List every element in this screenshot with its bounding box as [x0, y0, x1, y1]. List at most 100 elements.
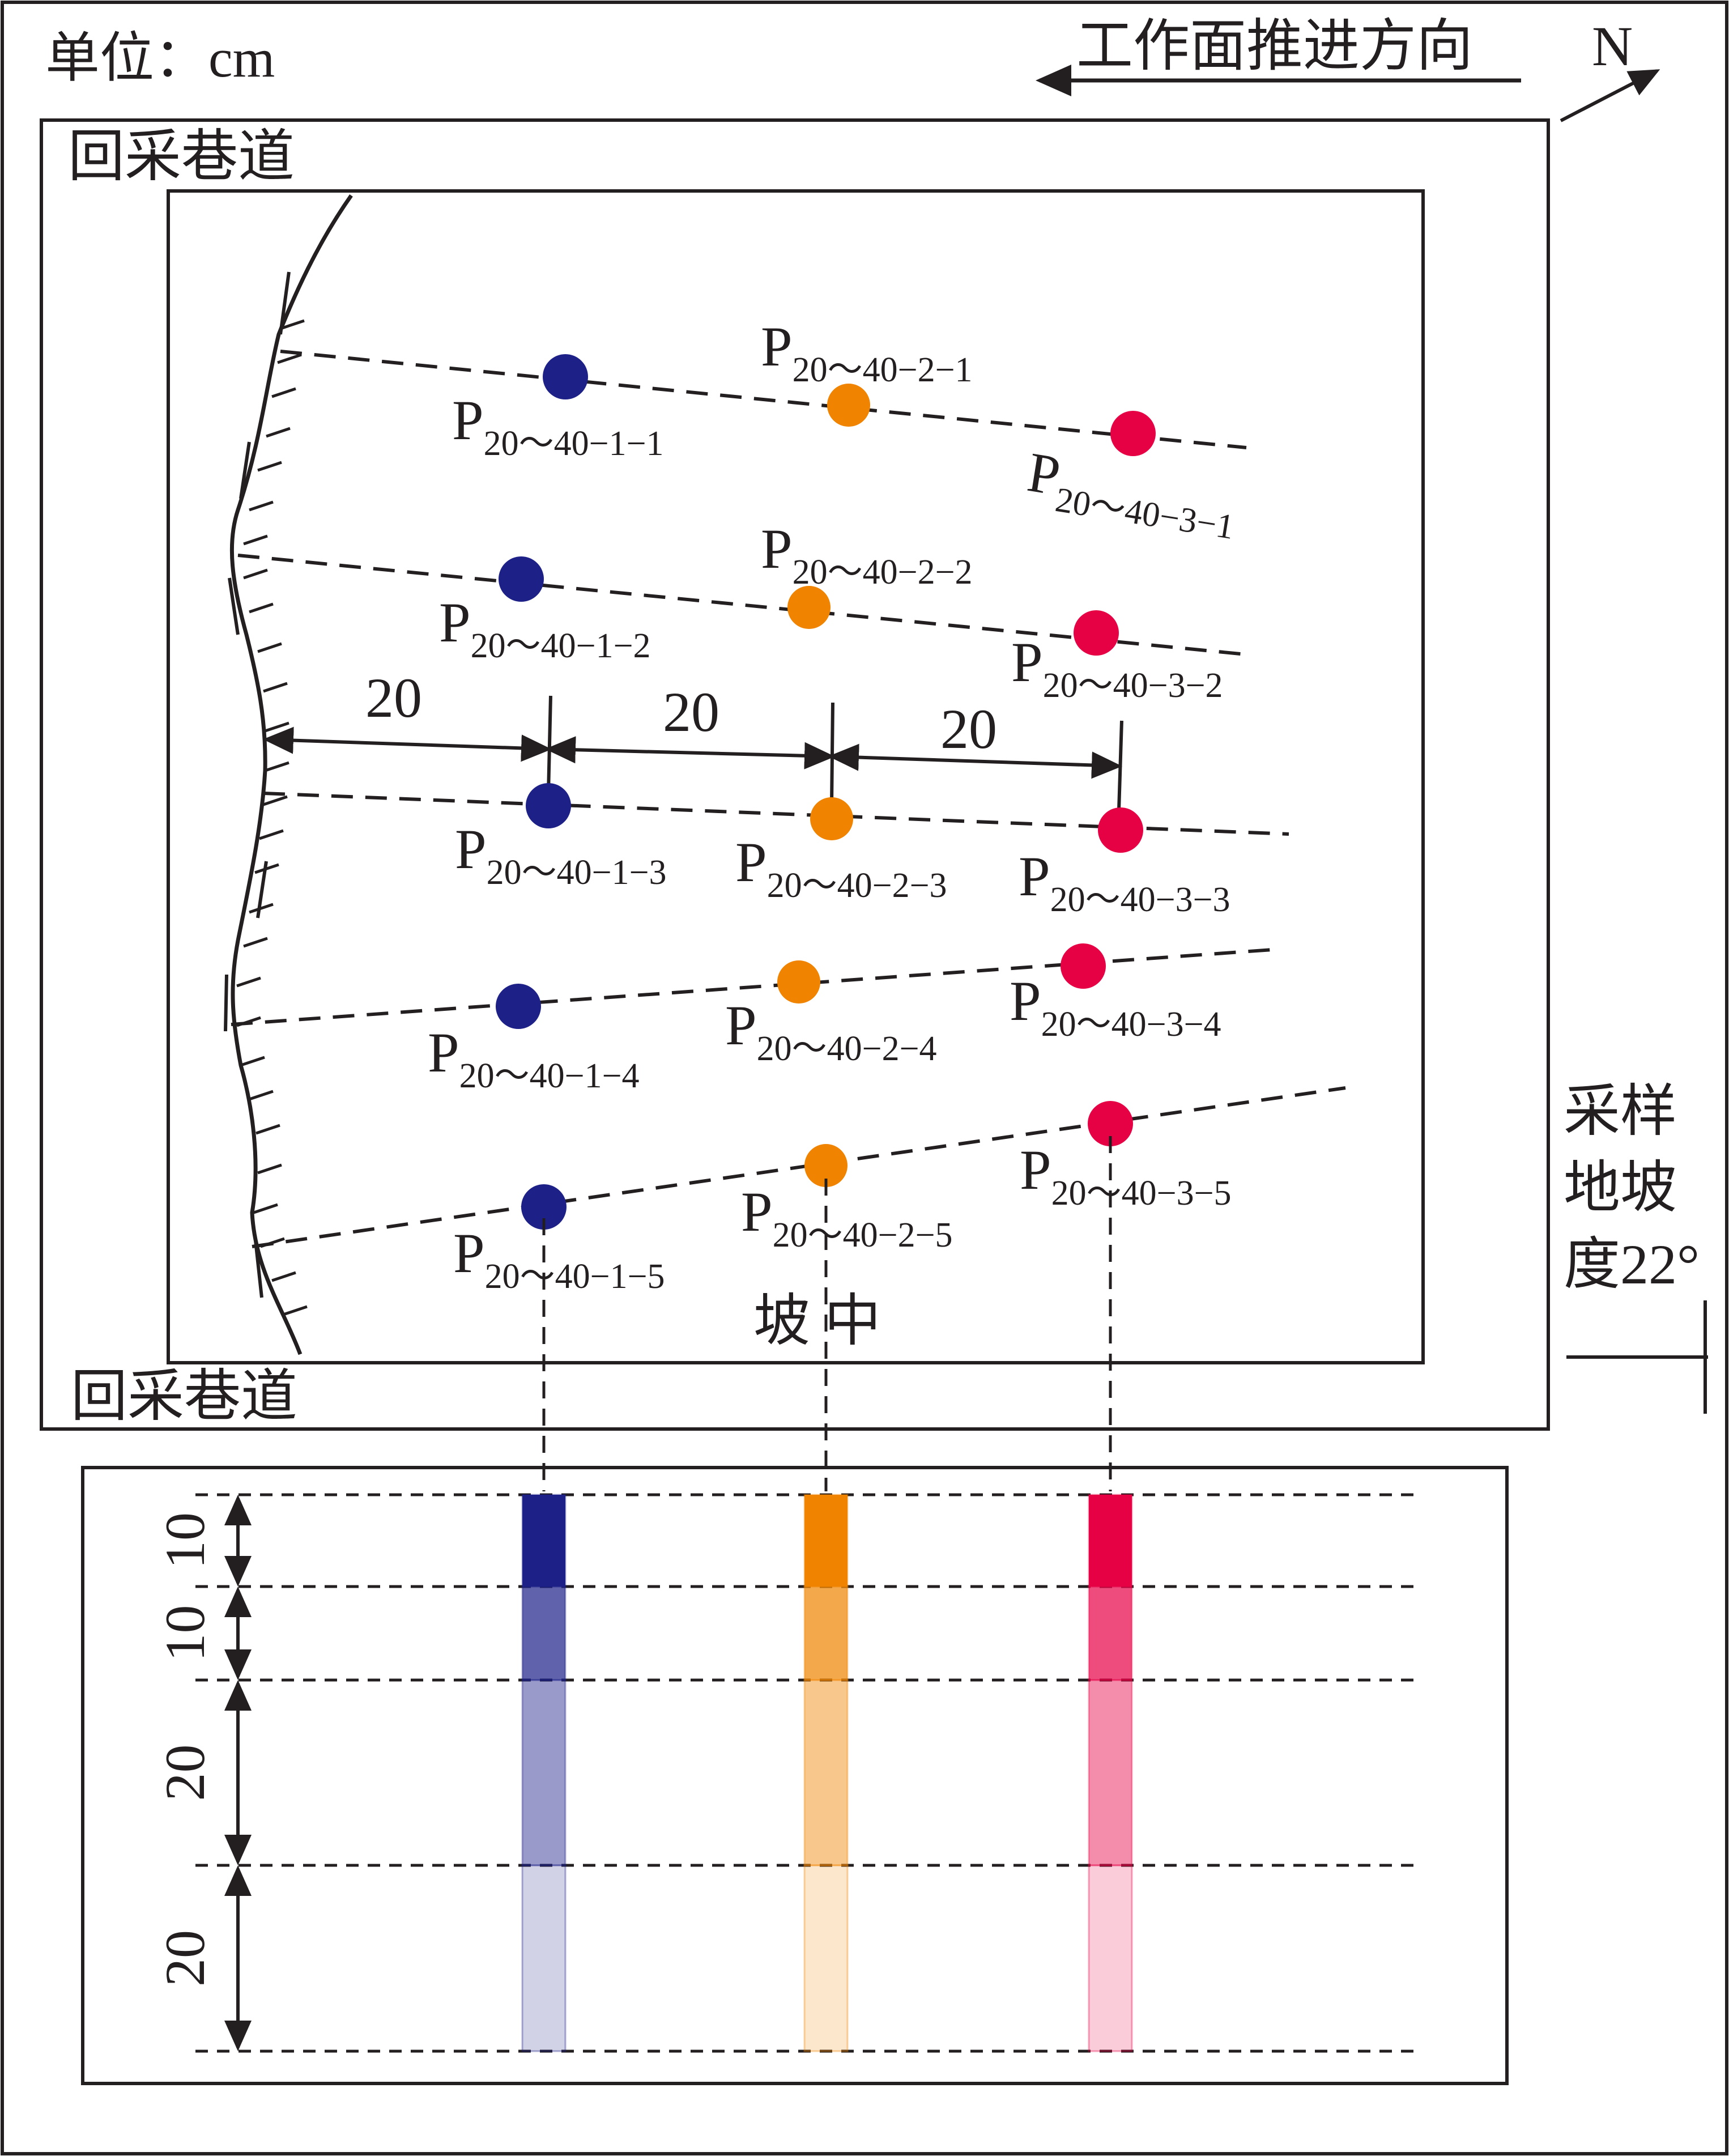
sample-label: P20～40−3−4 [1010, 969, 1221, 1044]
hatch-tick [236, 976, 261, 988]
soil-layer-segment [1088, 1494, 1133, 1588]
soil-layer-segment [521, 1494, 567, 1588]
spacing-label: 20 [663, 681, 719, 743]
spacing-tick [830, 702, 834, 805]
spacing-dimensions: 20 20 20 [263, 666, 1123, 811]
spacing-label: 20 [365, 666, 422, 729]
sample-point [827, 384, 870, 427]
sampling-line [280, 350, 1247, 449]
sample-point [777, 960, 820, 1003]
sample-points: P20～40−1−1 P20～40−2−1 P20～40−3−1 P20～40−1−2… [428, 315, 1242, 1296]
hatch-tick [263, 682, 288, 693]
slope-angle-line-1: 采样 [1564, 1080, 1677, 1143]
north-label: N [1592, 15, 1633, 78]
sample-label: P20～40−1−1 [452, 389, 664, 463]
hatch-tick [257, 1163, 282, 1175]
sample-point [499, 556, 544, 602]
hatch-tick [265, 761, 289, 772]
soil-layer-segment [1088, 1864, 1133, 2052]
spacing-dimension [545, 736, 835, 769]
depth-label: 20 [154, 1745, 216, 1801]
hatch-tick [266, 427, 291, 438]
hatch-tick [271, 387, 296, 398]
north-arrow [1560, 69, 1660, 122]
spacing-label: 20 [940, 698, 997, 760]
sample-label: P20～40−2−1 [761, 315, 973, 389]
slope-edge-line [229, 194, 353, 1355]
sample-label: P20～40−2−3 [735, 831, 947, 905]
hatch-tick [283, 1305, 308, 1316]
sample-label: P20～40−2−4 [725, 994, 937, 1068]
hatch-tick [249, 903, 274, 914]
soil-layer-segment [803, 1864, 849, 2052]
spacing-dimension [263, 726, 552, 762]
hatch-tick [240, 1056, 265, 1067]
plan-outer-frame [40, 118, 1550, 1431]
sample-label: P20～40−3−2 [1011, 631, 1223, 705]
hatch-tick [277, 353, 302, 364]
hatch-tick [257, 642, 282, 653]
sample-point [521, 1184, 567, 1230]
sample-label: P20～40−1−5 [453, 1222, 665, 1296]
sample-label: P20～40−1−4 [428, 1021, 640, 1095]
unit-label: 单位：cm [45, 28, 275, 88]
sample-label: P20～40−1−2 [439, 591, 651, 665]
soil-layer-segment [803, 1679, 849, 1866]
roadway-bottom-label: 回采巷道 [71, 1365, 297, 1428]
sample-point [1074, 610, 1119, 656]
sample-label: P20～40−2−5 [741, 1180, 953, 1255]
sample-point [496, 984, 541, 1029]
soil-layer-segment [803, 1494, 849, 1588]
hatch-tick [271, 1271, 296, 1282]
hatch-tick [255, 1124, 280, 1135]
sample-point [1088, 1101, 1133, 1146]
sampling-line [231, 947, 1281, 1026]
slope-hatch-ticks [236, 319, 308, 1316]
plan-inner-frame [167, 189, 1425, 1364]
hatch-tick [259, 829, 284, 840]
sample-point [526, 783, 571, 828]
spacing-tick [1117, 720, 1123, 811]
sample-point [787, 586, 831, 629]
sample-point [1098, 807, 1143, 853]
depth-label: 10 [154, 1605, 216, 1662]
hatch-tick [265, 721, 289, 733]
sample-label: P20～40−2−2 [761, 517, 973, 592]
hatch-tick [253, 1203, 278, 1214]
sample-point [1061, 943, 1106, 989]
spacing-tick [547, 695, 552, 794]
soil-layer-segment [521, 1679, 567, 1866]
hatch-tick [243, 534, 268, 546]
hatch-tick [263, 795, 288, 806]
slope-angle-line-3: 度22° [1564, 1233, 1700, 1296]
hatch-tick [249, 1090, 274, 1101]
sampling-lines [231, 350, 1346, 1248]
hatch-tick [280, 319, 305, 330]
spacing-dimension [828, 743, 1122, 779]
hatch-tick [254, 863, 279, 874]
depth-label: 10 [154, 1512, 216, 1569]
sample-label: P20～40−1−3 [455, 818, 667, 892]
sample-point [1110, 411, 1156, 456]
hatch-tick [257, 461, 282, 472]
sample-point [543, 354, 588, 399]
soil-layer-segment [1088, 1585, 1133, 1681]
hatch-tick [243, 937, 268, 948]
sample-label: P20～40−3−5 [1020, 1138, 1232, 1213]
soil-profile: 10 10 20 20 [154, 1493, 1419, 2053]
sample-point [810, 797, 853, 840]
slope-angle-line-2: 地坡 [1564, 1156, 1677, 1219]
sampling-line [252, 1086, 1346, 1248]
sample-point [804, 1144, 848, 1187]
projection-guides [542, 1136, 1112, 1491]
profile-frame [81, 1466, 1509, 2085]
advance-direction-label: 工作面推进方向 [1076, 15, 1473, 78]
slope-position-label: 坡 中 [753, 1290, 881, 1353]
depth-label: 20 [154, 1930, 216, 1987]
hatch-tick [249, 602, 274, 614]
sample-label: P20～40−3−3 [1019, 845, 1230, 919]
soil-layer-segment [521, 1585, 567, 1681]
hatch-tick [249, 500, 274, 512]
sample-label: P20～40−3−1 [1021, 440, 1242, 547]
